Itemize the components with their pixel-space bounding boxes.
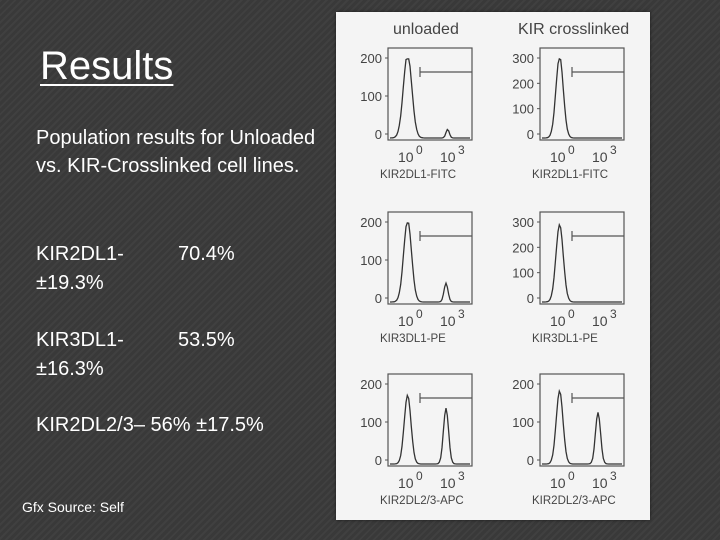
x-tick-label: 10	[440, 475, 456, 491]
histogram-curve	[389, 58, 470, 139]
x-tick-label: 10	[550, 313, 566, 329]
y-tick-label: 100	[512, 102, 534, 117]
stat-value: 53.5%	[178, 329, 235, 351]
column-header: KIR crosslinked	[518, 21, 629, 38]
x-tick-label: 0	[568, 143, 575, 157]
x-axis-label: KIR2DL1-FITC	[380, 169, 456, 181]
histogram-curve	[542, 222, 622, 303]
x-tick-label: 0	[568, 469, 575, 483]
x-tick-label: 0	[416, 143, 423, 157]
plot-frame	[387, 47, 473, 141]
y-tick-label: 0	[375, 291, 382, 306]
x-tick-label: 3	[458, 307, 465, 321]
x-tick-label: 10	[398, 475, 414, 491]
x-tick-label: 3	[458, 143, 465, 157]
x-tick-label: 10	[550, 475, 566, 491]
x-axis-label: KIR2DL2/3-APC	[380, 495, 464, 507]
y-tick-label: 100	[360, 253, 382, 268]
y-tick-label: 100	[360, 89, 382, 104]
y-tick-label: 0	[527, 291, 534, 306]
column-header: unloaded	[393, 21, 459, 38]
x-tick-label: 10	[550, 149, 566, 165]
histogram-curve	[390, 393, 470, 465]
stat-sd: ±16.3%	[36, 358, 104, 380]
plot-frame	[387, 211, 473, 305]
y-tick-label: 100	[360, 415, 382, 430]
histogram-figure: unloaded KIR crosslinked 200 100 0 10 0 10 3 KIR2…	[336, 12, 650, 520]
stat-sd: ±19.3%	[36, 272, 104, 294]
x-tick-label: 10	[398, 313, 414, 329]
stat-name: KIR2DL1-	[36, 243, 124, 265]
histogram-curve	[542, 388, 622, 465]
plot-frame	[539, 211, 625, 305]
y-tick-label: 200	[360, 377, 382, 392]
y-tick-label: 0	[527, 127, 534, 142]
y-tick-label: 200	[512, 377, 534, 392]
x-tick-label: 3	[610, 143, 617, 157]
y-tick-label: 100	[512, 266, 534, 281]
x-axis-label: KIR3DL1-PE	[532, 333, 598, 345]
x-tick-label: 3	[610, 307, 617, 321]
y-tick-label: 0	[527, 453, 534, 468]
source-note: Gfx Source: Self	[22, 499, 124, 515]
x-tick-label: 3	[610, 469, 617, 483]
x-axis-label: KIR3DL1-PE	[380, 333, 446, 345]
y-tick-label: 0	[375, 127, 382, 142]
y-tick-label: 300	[512, 51, 534, 66]
x-tick-label: 10	[440, 313, 456, 329]
stat-kir2dl23: KIR2DL2/3– 56% ±17.5%	[36, 414, 264, 436]
x-axis-label: KIR2DL2/3-APC	[532, 495, 616, 507]
y-tick-label: 0	[375, 453, 382, 468]
x-tick-label: 10	[592, 313, 608, 329]
histogram-curve	[542, 57, 622, 139]
stat-value: 70.4%	[178, 243, 235, 265]
plot-frame	[539, 47, 625, 141]
stat-kir2dl1: KIR2DL1- 70.4% ±19.3%	[36, 240, 235, 298]
x-tick-label: 10	[440, 149, 456, 165]
intro-text: Population results for Unloaded vs. KIR-…	[36, 127, 316, 177]
plot-frame	[387, 373, 473, 467]
histogram-curve	[390, 222, 470, 303]
plot-frame	[539, 373, 625, 467]
slide-title: Results	[40, 44, 174, 88]
y-tick-label: 200	[512, 240, 534, 255]
y-tick-label: 200	[360, 51, 382, 66]
x-tick-label: 0	[416, 469, 423, 483]
stat-name: KIR3DL1-	[36, 329, 124, 351]
x-tick-label: 0	[568, 307, 575, 321]
x-tick-label: 10	[592, 149, 608, 165]
x-axis-label: KIR2DL1-FITC	[532, 169, 608, 181]
x-tick-label: 10	[592, 475, 608, 491]
y-tick-label: 300	[512, 215, 534, 230]
x-tick-label: 10	[398, 149, 414, 165]
x-tick-label: 3	[458, 469, 465, 483]
y-tick-label: 200	[360, 215, 382, 230]
x-tick-label: 0	[416, 307, 423, 321]
y-tick-label: 100	[512, 415, 534, 430]
stat-kir3dl1: KIR3DL1- 53.5% ±16.3%	[36, 326, 235, 384]
y-tick-label: 200	[512, 76, 534, 91]
